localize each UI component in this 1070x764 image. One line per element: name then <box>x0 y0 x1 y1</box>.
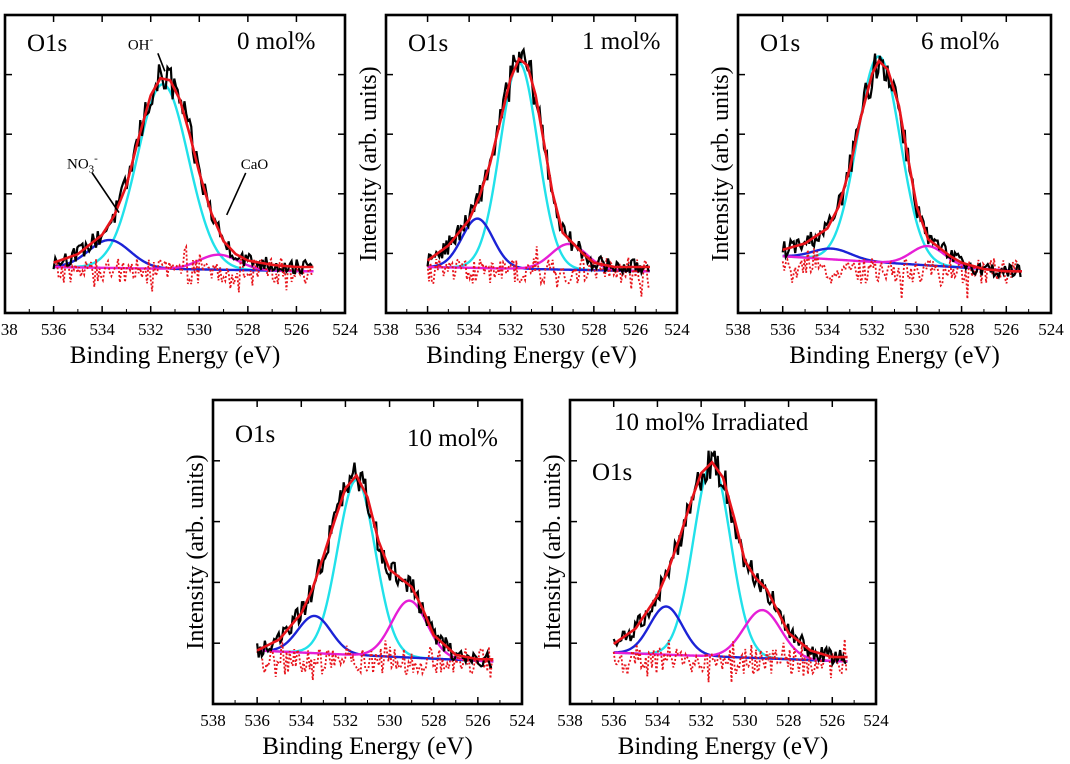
x-tick-label: 530 <box>377 711 403 730</box>
x-tick-label: 526 <box>465 711 491 730</box>
x-tick-label: 528 <box>776 711 802 730</box>
x-tick-label: 532 <box>138 320 164 339</box>
x-tick-label: 534 <box>815 320 841 339</box>
peak-annotation: OH- <box>128 33 154 53</box>
y-axis-label: Intensity (arb. units) <box>708 66 734 261</box>
x-tick-label: 524 <box>664 320 690 339</box>
panel-title: 1 mol% <box>582 28 660 55</box>
x-tick-label: 538 <box>725 320 751 339</box>
peak-annotation: CaO <box>241 157 269 173</box>
x-tick-label: 534 <box>289 711 315 730</box>
x-tick-label: 532 <box>859 320 885 339</box>
xps-panel: 538 536 534 532 530 528 526 524 Binding Energy (… <box>183 398 535 760</box>
x-axis-label: Binding Energy (eV) <box>618 733 829 760</box>
x-tick-label: 536 <box>601 711 627 730</box>
x-tick-label: 524 <box>863 711 889 730</box>
envelope-fit-line <box>782 58 1022 273</box>
y-axis-label: Intensity (arb. units) <box>0 66 1 261</box>
x-tick-label: 532 <box>688 711 714 730</box>
x-axis-label: Binding Energy (eV) <box>262 733 473 760</box>
envelope-fit-line <box>612 460 848 659</box>
x-tick-label: 534 <box>456 320 482 339</box>
x-tick-label: 528 <box>949 320 975 339</box>
panel-label: O1s <box>235 421 275 448</box>
residual-dotted-line <box>53 243 313 293</box>
residual-dotted-line <box>426 246 650 297</box>
residual-dotted-line <box>612 639 848 683</box>
panel-title: 10 mol% <box>407 425 498 452</box>
x-tick-label: 536 <box>770 320 796 339</box>
experimental-spectrum-line <box>612 450 847 668</box>
x-tick-label: 524 <box>1038 320 1064 339</box>
x-tick-label: 534 <box>89 320 115 339</box>
x-tick-label: 526 <box>820 711 846 730</box>
x-tick-label: 526 <box>623 320 649 339</box>
envelope-fit-line <box>256 473 494 661</box>
x-axis-label: Binding Energy (eV) <box>426 342 637 369</box>
annotation-leader-line <box>157 53 166 72</box>
x-axis-label: Binding Energy (eV) <box>789 342 1000 369</box>
x-tick-label: 524 <box>509 711 535 730</box>
x-tick-label: 536 <box>244 711 270 730</box>
panel-title: 10 mol% Irradiated <box>614 409 809 436</box>
x-tick-label: 536 <box>41 320 67 339</box>
x-tick-label: 538 <box>557 711 583 730</box>
xps-panel: 538 536 534 532 530 528 526 524 Binding Energy (… <box>356 13 690 369</box>
envelope-fit-line <box>426 56 650 269</box>
x-tick-label: 528 <box>235 320 261 339</box>
x-tick-label: 532 <box>333 711 359 730</box>
x-tick-label: 538 <box>200 711 226 730</box>
x-tick-label: 534 <box>645 711 671 730</box>
annotation-leader-line <box>91 172 120 214</box>
residual-dotted-line <box>781 248 1022 299</box>
x-tick-label: 536 <box>415 320 441 339</box>
envelope-fit-line <box>53 76 314 269</box>
xps-panel: 538 536 534 532 530 528 526 524 Binding Energy (… <box>708 13 1064 369</box>
x-tick-label: 532 <box>498 320 524 339</box>
x-tick-label: 528 <box>421 711 447 730</box>
x-tick-label: 538 <box>373 320 399 339</box>
xps-panel: 538 536 534 532 530 528 526 524 Binding Energy (… <box>0 13 358 369</box>
panel-label: O1s <box>408 30 448 57</box>
xps-panel: 538 536 534 532 530 528 526 524 Binding Energy (… <box>540 398 889 760</box>
x-tick-label: 530 <box>187 320 213 339</box>
fit-component-line <box>613 608 848 663</box>
y-axis-label: Intensity (arb. units) <box>183 454 209 649</box>
panel-label: O1s <box>760 30 800 57</box>
peak-annotation: NO3- <box>67 153 98 176</box>
x-tick-label: 530 <box>732 711 758 730</box>
panel-label: O1s <box>27 30 67 57</box>
x-tick-label: 530 <box>540 320 566 339</box>
x-tick-label: 528 <box>581 320 607 339</box>
panel-title: 0 mol% <box>237 28 315 55</box>
residual-dotted-line <box>256 636 493 681</box>
x-axis-label: Binding Energy (eV) <box>70 342 281 369</box>
x-tick-label: 530 <box>904 320 930 339</box>
panel-title: 6 mol% <box>921 28 999 55</box>
y-axis-label: Intensity (arb. units) <box>356 66 382 261</box>
x-tick-label: 526 <box>284 320 310 339</box>
x-tick-label: 526 <box>994 320 1020 339</box>
y-axis-label: Intensity (arb. units) <box>540 454 566 649</box>
panel-label: O1s <box>592 459 632 486</box>
x-tick-label: 524 <box>332 320 358 339</box>
x-tick-label: 538 <box>0 320 18 339</box>
annotation-leader-line <box>225 172 247 216</box>
